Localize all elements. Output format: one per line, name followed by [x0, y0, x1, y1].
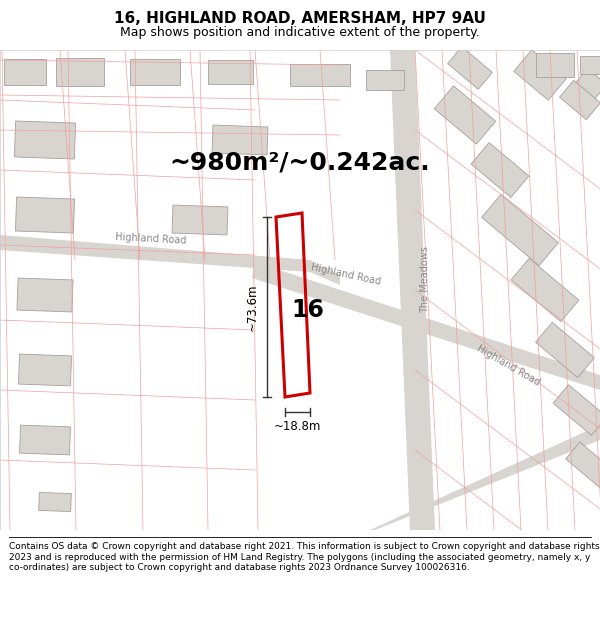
Polygon shape	[390, 50, 435, 530]
Polygon shape	[20, 425, 70, 455]
Polygon shape	[511, 258, 579, 322]
Polygon shape	[0, 235, 340, 285]
Text: ~18.8m: ~18.8m	[274, 420, 321, 433]
Polygon shape	[448, 47, 493, 89]
Polygon shape	[14, 121, 76, 159]
Polygon shape	[172, 205, 228, 235]
Polygon shape	[471, 142, 529, 198]
Text: 16, HIGHLAND ROAD, AMERSHAM, HP7 9AU: 16, HIGHLAND ROAD, AMERSHAM, HP7 9AU	[114, 11, 486, 26]
Polygon shape	[536, 322, 595, 378]
Polygon shape	[434, 86, 496, 144]
Text: Contains OS data © Crown copyright and database right 2021. This information is : Contains OS data © Crown copyright and d…	[9, 542, 599, 572]
Polygon shape	[580, 56, 600, 74]
Text: ~980m²/~0.242ac.: ~980m²/~0.242ac.	[170, 151, 430, 175]
Polygon shape	[4, 59, 46, 85]
Polygon shape	[252, 262, 600, 390]
Polygon shape	[17, 278, 73, 312]
Text: Map shows position and indicative extent of the property.: Map shows position and indicative extent…	[120, 26, 480, 39]
Polygon shape	[366, 70, 404, 90]
Polygon shape	[370, 425, 600, 530]
Polygon shape	[290, 64, 350, 86]
Polygon shape	[212, 125, 268, 155]
Polygon shape	[38, 492, 71, 511]
Text: Highland Road: Highland Road	[310, 262, 382, 288]
Text: Highland Road: Highland Road	[475, 343, 542, 387]
Text: Highland Road: Highland Road	[115, 232, 187, 246]
Polygon shape	[19, 354, 71, 386]
Text: The Meadows: The Meadows	[420, 246, 430, 314]
Polygon shape	[16, 197, 74, 233]
Polygon shape	[208, 60, 253, 84]
Polygon shape	[574, 69, 600, 101]
Polygon shape	[560, 81, 600, 119]
Polygon shape	[566, 442, 600, 488]
Polygon shape	[130, 59, 180, 85]
Polygon shape	[514, 50, 566, 100]
Text: ~73.6m: ~73.6m	[246, 283, 259, 331]
Text: 16: 16	[292, 298, 325, 322]
Polygon shape	[482, 194, 559, 266]
Polygon shape	[553, 385, 600, 435]
Polygon shape	[56, 58, 104, 86]
Polygon shape	[536, 53, 574, 77]
